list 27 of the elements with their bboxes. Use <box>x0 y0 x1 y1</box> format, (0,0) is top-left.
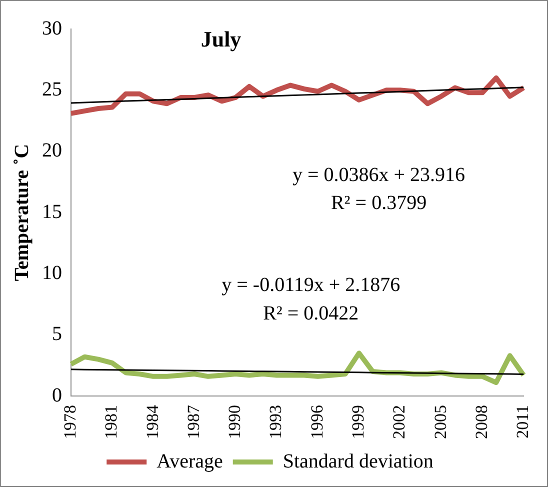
y-tick-label: 0 <box>52 384 62 406</box>
annotation: y = 0.0386x + 23.916 <box>292 164 466 186</box>
x-tick-label: 1990 <box>225 405 244 439</box>
x-tick-label: 2008 <box>472 405 491 439</box>
x-tick-label: 2005 <box>430 405 450 439</box>
y-tick-label: 20 <box>42 140 62 162</box>
legend-label: Standard deviation <box>282 450 434 472</box>
y-tick-label: 15 <box>42 200 62 223</box>
x-tick-label: 1984 <box>142 404 162 439</box>
annotation: y = -0.0119x + 2.1876 <box>222 274 400 296</box>
y-tick-label: 30 <box>42 17 62 40</box>
legend-label: Average <box>156 450 223 472</box>
x-tick-label: 1978 <box>60 405 80 439</box>
chart-title: July <box>200 26 242 52</box>
annotation: R² = 0.0422 <box>263 302 359 324</box>
y-tick-label: 10 <box>42 262 62 284</box>
x-tick-label: 1996 <box>307 405 326 439</box>
annotation: R² = 0.3799 <box>330 192 427 214</box>
y-tick-label: 25 <box>42 78 62 100</box>
x-tick-label: 1981 <box>102 405 121 439</box>
x-tick-label: 1999 <box>348 405 368 439</box>
x-tick-label: 2011 <box>513 405 532 438</box>
x-tick-label: 1987 <box>184 404 203 439</box>
x-tick-label: 1993 <box>266 405 286 439</box>
x-tick-label: 2002 <box>390 405 409 439</box>
y-tick-label: 5 <box>52 323 62 346</box>
y-axis-title: Temperature ˚C <box>11 144 34 282</box>
